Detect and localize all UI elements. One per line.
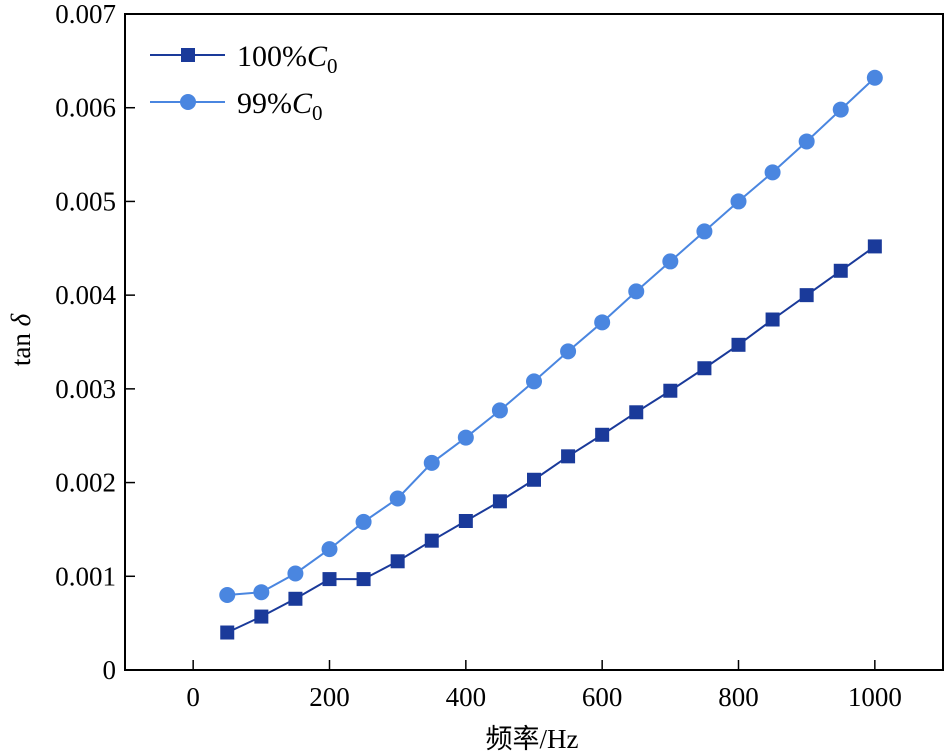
legend-entry: 99%C0: [150, 87, 323, 125]
data-point-circle: [798, 133, 815, 150]
x-tick-label: 600: [582, 682, 623, 712]
data-point-square: [288, 591, 303, 606]
axis-ticks: 0 200 400 600 800 1000 0 0.001 0.002 0.003 0.004 0.…: [55, 0, 902, 712]
data-point-circle: [253, 584, 270, 601]
data-point-square: [595, 427, 610, 442]
data-point-circle: [219, 587, 236, 604]
y-tick-label: 0.005: [55, 186, 116, 216]
y-tick-label: 0.002: [55, 468, 116, 498]
y-tick-label: 0: [103, 655, 117, 685]
x-tick-label: 1000: [848, 682, 902, 712]
data-point-circle: [866, 69, 883, 86]
data-point-square: [220, 625, 235, 640]
plot-axes: [124, 13, 944, 671]
data-point-square: [390, 554, 405, 569]
data-point-circle: [696, 223, 713, 240]
data-point-square: [765, 312, 780, 327]
data-point-square: [356, 572, 371, 587]
data-point-circle: [287, 565, 304, 582]
x-tick-label: 400: [446, 682, 487, 712]
data-point-square: [561, 449, 576, 464]
plot-frame: [124, 13, 944, 671]
data-point-circle: [560, 343, 577, 360]
y-tick-label: 0.004: [55, 280, 116, 310]
data-point-square: [527, 472, 541, 487]
data-point-circle: [594, 314, 611, 331]
data-point-square: [867, 239, 882, 254]
data-point-square: [424, 533, 439, 548]
x-tick-label: 800: [718, 682, 759, 712]
y-tick-label: 0.001: [55, 561, 116, 591]
x-tick-label: 200: [309, 682, 350, 712]
data-point-circle: [730, 193, 747, 210]
y-tick-label: 0.006: [55, 93, 116, 123]
series-100pct-c0: [220, 239, 882, 640]
data-point-circle: [662, 253, 679, 270]
data-point-circle: [832, 101, 849, 118]
series-layer: [219, 69, 883, 640]
data-point-square: [663, 383, 678, 398]
legend: 100%C0 99%C0: [150, 40, 338, 125]
data-point-circle: [526, 373, 542, 390]
series-line: [227, 76, 876, 597]
data-point-circle: [491, 402, 508, 419]
data-point-square: [629, 405, 644, 420]
data-point-circle: [423, 454, 440, 471]
data-point-square: [322, 572, 337, 587]
data-point-square: [731, 337, 746, 352]
y-tick-label: 0.003: [55, 374, 116, 404]
data-point-square: [833, 263, 848, 278]
legend-entry: 100%C0: [150, 40, 338, 78]
data-point-circle: [389, 490, 406, 507]
legend-marker-circle: [180, 94, 196, 110]
data-point-square: [697, 361, 712, 376]
data-point-circle: [628, 283, 645, 300]
y-axis-title-prefix: tan: [6, 326, 36, 366]
data-point-square: [254, 609, 269, 624]
data-point-square: [799, 288, 814, 303]
legend-label: 99%C0: [237, 87, 323, 125]
y-tick-label: 0.007: [55, 0, 116, 29]
y-axis-title: tan δ: [6, 313, 36, 366]
y-axis-title-symbol: δ: [6, 313, 36, 326]
x-axis-title: 频率/Hz: [486, 724, 579, 754]
data-point-circle: [457, 429, 474, 446]
data-point-square: [492, 494, 507, 509]
series-99pct-c0: [219, 69, 883, 604]
x-tick-label: 0: [186, 682, 200, 712]
legend-label: 100%C0: [237, 40, 338, 78]
data-point-circle: [764, 164, 781, 181]
data-point-circle: [355, 513, 372, 530]
data-point-circle: [321, 541, 338, 558]
legend-marker-square: [181, 48, 195, 62]
data-point-square: [458, 513, 473, 528]
